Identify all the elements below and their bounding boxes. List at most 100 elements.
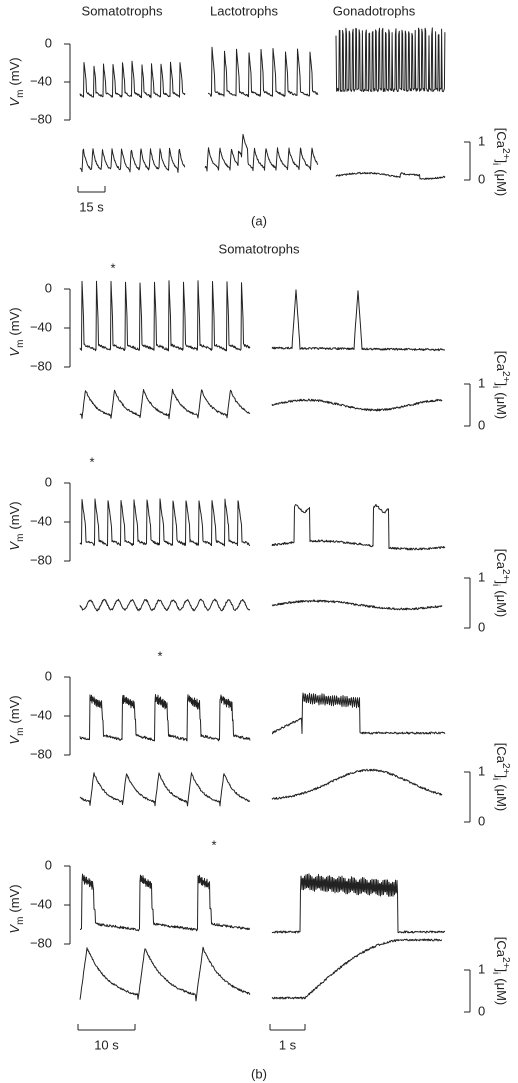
label-part: m	[15, 917, 26, 925]
label-part: 2+	[500, 763, 511, 775]
vm-tick-label: −80	[30, 746, 52, 761]
label-part: [Ca	[494, 549, 509, 570]
vm-tick-label: −40	[30, 513, 52, 528]
column-title: Gonadotrophs	[333, 3, 416, 18]
label-part: i	[490, 778, 501, 780]
vm-tick-label: −40	[30, 896, 52, 911]
vm-axis-label: Vm (mV)	[7, 695, 25, 744]
trace	[271, 503, 446, 551]
vm-tick-label: −40	[30, 73, 52, 88]
vm-tick-label: −80	[30, 552, 52, 567]
panel-caption: (b)	[251, 1066, 267, 1081]
label-part: m	[15, 534, 26, 542]
vm-tick-label: 0	[45, 35, 52, 50]
vm-tick-label: −80	[30, 935, 52, 950]
marker: *	[110, 260, 115, 275]
trace	[271, 768, 443, 800]
marker: *	[211, 837, 216, 852]
label-part: 2+	[500, 569, 511, 581]
trace	[335, 27, 446, 93]
scale-label: 15 s	[79, 199, 104, 214]
ca-tick-label: 1	[478, 569, 485, 584]
label-part: m	[15, 90, 26, 98]
trace	[271, 289, 446, 352]
trace	[272, 692, 446, 735]
label-part: V	[7, 541, 22, 551]
trace	[80, 873, 251, 932]
trace	[79, 598, 251, 612]
panel-title: Somatotrophs	[219, 241, 300, 256]
column-title: Lactotrophs	[210, 3, 278, 18]
ca-tick-label: 1	[478, 961, 485, 976]
ca-tick-label: 0	[478, 171, 485, 186]
ca-tick-label: 0	[478, 1003, 485, 1018]
ca-tick-label: 0	[478, 619, 485, 634]
marker: *	[157, 648, 162, 663]
trace	[204, 133, 319, 172]
label-part: [Ca	[494, 351, 509, 372]
vm-tick-label: −40	[30, 707, 52, 722]
ca-axis-label: [Ca2+]i (μM)	[490, 351, 511, 419]
label-part: i	[490, 163, 501, 165]
ca-tick-label: 0	[478, 417, 485, 432]
trace	[79, 498, 250, 547]
label-part: i	[490, 386, 501, 388]
ca-tick-label: 1	[478, 375, 485, 390]
vm-tick-label: 0	[45, 474, 52, 489]
label-part: (μM)	[494, 978, 509, 1005]
label-part: [Ca	[494, 937, 509, 958]
trace	[79, 772, 251, 807]
scale-label: 1 s	[279, 1037, 297, 1052]
trace	[271, 398, 443, 412]
vm-tick-label: −80	[30, 358, 52, 373]
trace	[271, 873, 446, 934]
trace	[79, 280, 251, 352]
vm-axis-label: Vm (mV)	[7, 57, 25, 106]
label-part: ]	[494, 774, 509, 778]
label-part: i	[490, 584, 501, 586]
trace	[79, 694, 251, 742]
trace	[79, 147, 186, 173]
label-part: ]	[494, 580, 509, 584]
trace	[79, 388, 251, 420]
vm-tick-label: −80	[30, 111, 52, 126]
label-part: m	[15, 728, 26, 736]
label-part: 2+	[500, 957, 511, 969]
label-part: [Ca	[494, 128, 509, 149]
label-part: V	[7, 347, 22, 357]
label-part: 2+	[500, 148, 511, 160]
vm-axis-label: Vm (mV)	[7, 501, 25, 550]
vm-axis-label: Vm (mV)	[7, 307, 25, 356]
trace	[79, 60, 186, 99]
panel-caption: (a)	[251, 213, 267, 228]
label-part: (μM)	[494, 784, 509, 811]
vm-axis-label: Vm (mV)	[7, 884, 25, 933]
label-part: (mV)	[7, 307, 22, 335]
ca-tick-label: 1	[478, 763, 485, 778]
label-part: (μM)	[494, 392, 509, 419]
label-part: V	[7, 97, 22, 107]
trace	[207, 46, 319, 98]
trace	[335, 171, 446, 180]
label-part: (μM)	[494, 590, 509, 617]
label-part: m	[15, 340, 26, 348]
ca-axis-label: [Ca2+]i (μM)	[490, 128, 511, 196]
vm-tick-label: 0	[45, 668, 52, 683]
label-part: [Ca	[494, 743, 509, 764]
column-title: Somatotrophs	[82, 3, 163, 18]
marker: *	[89, 454, 94, 469]
label-part: V	[7, 735, 22, 745]
vm-tick-label: 0	[45, 857, 52, 872]
label-part: ]	[494, 382, 509, 386]
trace	[271, 938, 443, 1000]
ca-axis-label: [Ca2+]i (μM)	[490, 743, 511, 811]
label-part: ]	[494, 159, 509, 163]
label-part: (mV)	[7, 884, 22, 912]
ca-tick-label: 0	[478, 813, 485, 828]
label-part: V	[7, 924, 22, 934]
ca-tick-label: 1	[478, 133, 485, 148]
trace	[271, 599, 443, 611]
label-part: 2+	[500, 371, 511, 383]
ca-axis-label: [Ca2+]i (μM)	[490, 937, 511, 1005]
